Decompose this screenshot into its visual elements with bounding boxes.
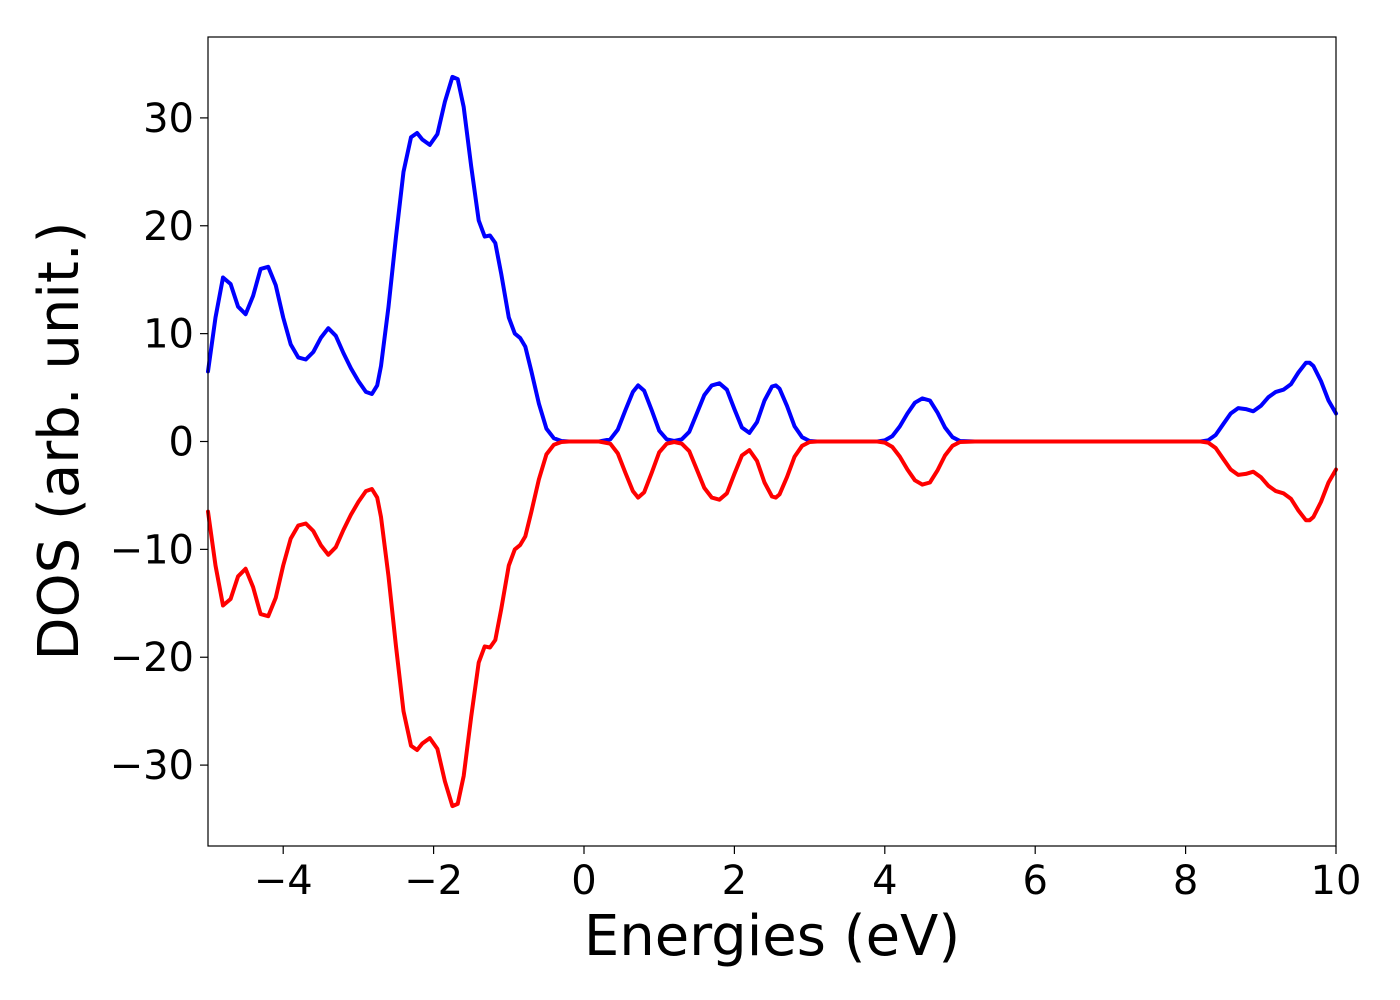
y-tick-label: 10 (143, 312, 194, 358)
y-tick-label: −30 (110, 743, 194, 789)
x-tick-label: 0 (571, 858, 596, 904)
x-tick-label: 10 (1311, 858, 1362, 904)
y-tick-label: 0 (169, 420, 194, 466)
x-axis-ticks: −4 −2 0 2 4 6 8 10 (254, 846, 1362, 904)
x-axis-title: Energies (eV) (584, 904, 960, 969)
x-tick-label: 6 (1022, 858, 1047, 904)
x-tick-label: 4 (872, 858, 897, 904)
x-tick-label: 8 (1173, 858, 1198, 904)
x-tick-label: −4 (254, 858, 313, 904)
y-axis-ticks: −30 −20 −10 0 10 20 30 (110, 96, 208, 789)
series-line-red (206, 439, 1338, 809)
series-layer (206, 74, 1338, 809)
y-tick-label: 30 (143, 96, 194, 142)
x-tick-label: 2 (722, 858, 747, 904)
x-tick-label: −2 (404, 858, 463, 904)
y-tick-label: −10 (110, 527, 194, 573)
y-axis-title: DOS (arb. unit.) (27, 221, 92, 660)
y-tick-label: 20 (143, 204, 194, 250)
y-tick-label: −20 (110, 635, 194, 681)
